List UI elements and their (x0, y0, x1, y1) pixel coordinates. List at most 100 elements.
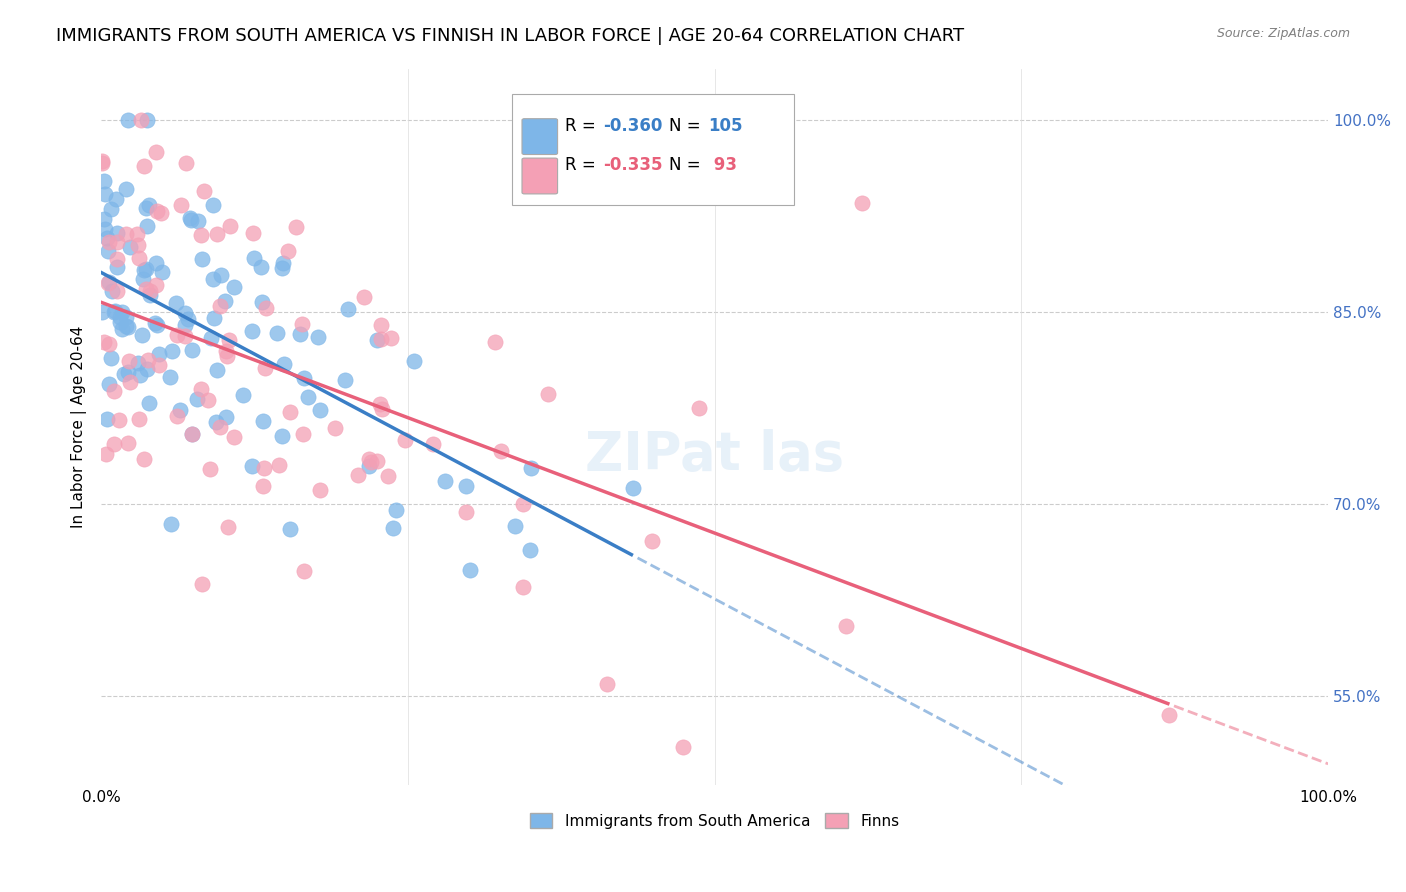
Point (271, 260, 294, 275)
Point (214, 293, 236, 308)
Point (148, 359, 170, 373)
Point (271, 256, 294, 270)
Point (96, 231, 118, 245)
Point (165, 296, 187, 310)
Point (382, 521, 405, 535)
Point (118, 353, 141, 368)
Point (434, 475, 457, 489)
Point (205, 227, 228, 241)
Point (146, 203, 169, 218)
Point (277, 244, 299, 259)
Point (336, 301, 359, 316)
Point (672, 739, 695, 754)
Point (250, 295, 273, 310)
Point (135, 219, 157, 233)
Point (139, 288, 162, 302)
Y-axis label: In Labor Force | Age 20-64: In Labor Force | Age 20-64 (72, 326, 87, 528)
FancyBboxPatch shape (512, 94, 794, 204)
Point (193, 184, 215, 198)
Point (117, 365, 139, 379)
Point (162, 344, 184, 359)
Point (489, 443, 512, 458)
Text: N =: N = (669, 156, 706, 174)
Point (224, 280, 246, 294)
Point (91, 154, 114, 169)
Point (278, 522, 301, 536)
Point (224, 430, 246, 444)
Point (146, 318, 169, 332)
Point (181, 343, 204, 358)
Point (166, 327, 188, 342)
Point (129, 112, 152, 127)
Text: ZIPat las: ZIPat las (585, 429, 844, 482)
Point (254, 301, 277, 316)
Point (200, 331, 222, 345)
Point (353, 290, 375, 304)
Point (136, 362, 159, 376)
Point (138, 396, 160, 410)
Point (640, 534, 662, 549)
Point (129, 368, 152, 382)
Point (197, 392, 219, 407)
Point (394, 433, 416, 447)
Text: R =: R = (565, 156, 600, 174)
Point (273, 357, 295, 371)
Point (98, 336, 121, 351)
Point (145, 145, 167, 159)
Point (380, 331, 402, 345)
Point (214, 409, 236, 424)
Point (91, 155, 114, 169)
Point (366, 454, 388, 468)
Point (368, 397, 391, 411)
Point (111, 305, 134, 319)
Point (115, 227, 138, 241)
Point (145, 256, 167, 270)
Point (108, 413, 131, 427)
Point (105, 285, 128, 299)
Point (97, 276, 120, 290)
Point (252, 479, 274, 493)
Point (180, 427, 202, 442)
Text: R =: R = (565, 117, 600, 135)
Point (191, 252, 214, 267)
Point (105, 260, 128, 274)
Point (253, 460, 276, 475)
Point (219, 219, 242, 234)
Point (114, 310, 136, 325)
Point (325, 421, 347, 435)
Point (1157, 707, 1180, 722)
Point (292, 371, 315, 385)
Point (456, 504, 478, 518)
Point (96, 447, 118, 461)
Point (250, 260, 273, 274)
Point (177, 311, 200, 326)
Point (384, 502, 406, 516)
Point (180, 212, 202, 227)
Point (159, 516, 181, 531)
Point (217, 520, 239, 534)
Point (347, 467, 370, 482)
Point (101, 284, 124, 298)
Legend: Immigrants from South America, Finns: Immigrants from South America, Finns (523, 806, 905, 835)
Point (205, 415, 228, 429)
Point (190, 382, 212, 396)
Point (139, 285, 162, 299)
Point (104, 304, 127, 318)
Point (240, 324, 263, 338)
Text: 93: 93 (709, 156, 738, 174)
Point (360, 454, 382, 468)
Point (191, 577, 214, 591)
Point (252, 414, 274, 428)
Point (120, 375, 142, 389)
Point (519, 542, 541, 557)
Point (271, 429, 294, 443)
Point (288, 326, 311, 341)
Point (267, 458, 290, 472)
Point (366, 334, 388, 348)
Point (108, 310, 131, 324)
Point (98, 377, 121, 392)
Point (512, 580, 534, 594)
Point (135, 262, 157, 277)
Point (115, 182, 138, 196)
Point (136, 112, 159, 127)
